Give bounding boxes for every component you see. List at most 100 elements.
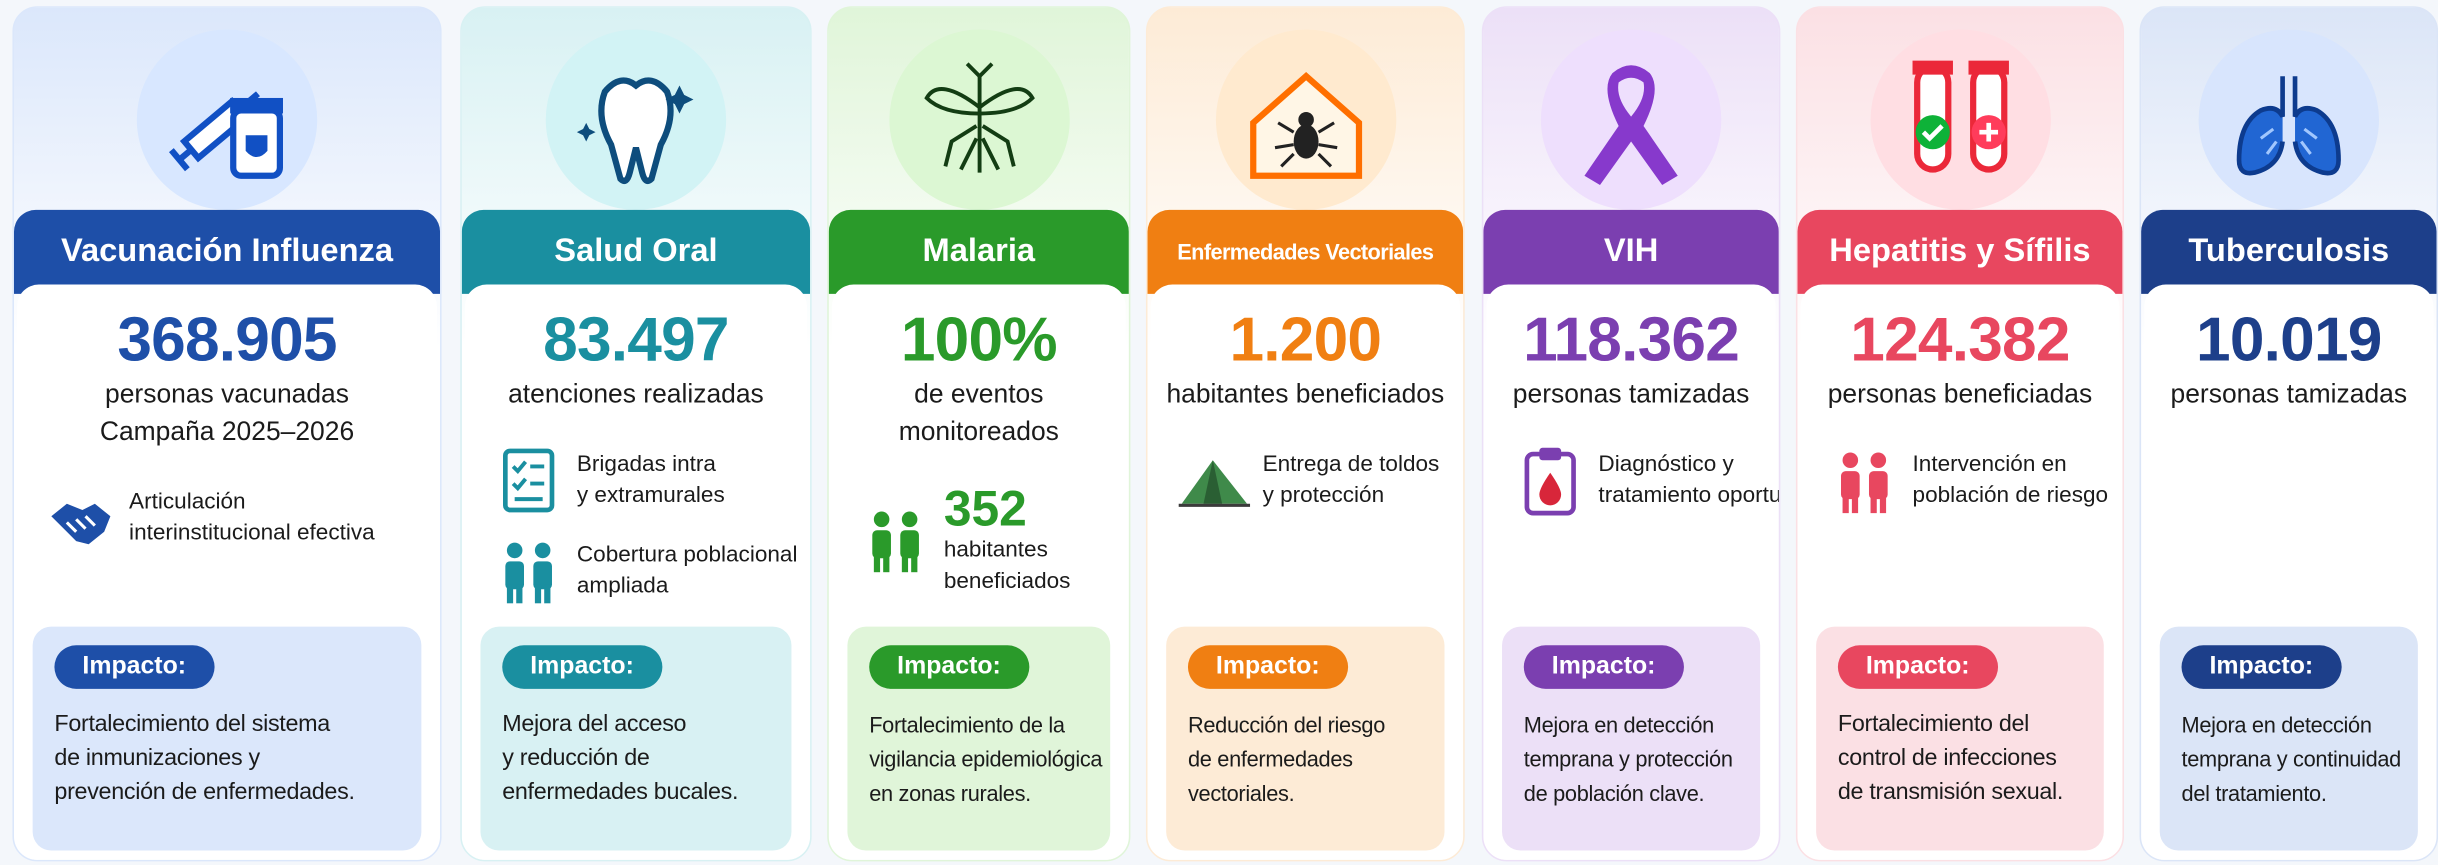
icon [1841, 452, 1888, 514]
impact-line: enfermedades bucales. [502, 779, 739, 806]
item: Diagnóstico y tratamiento oportuno [1514, 445, 1779, 517]
card: Vacunación Influenza 368.905 personas vacu… [12, 6, 442, 862]
item-line: Entrega de toldos [1262, 452, 1440, 478]
item-text: Intervención en población de riesgo [1913, 449, 2109, 511]
impact-line: Fortalecimiento de la [869, 712, 1065, 738]
impact-line: vectoriales. [1187, 780, 1295, 806]
stat: 124.382 [1850, 306, 2070, 375]
stat-label: monitoreados [898, 416, 1059, 447]
impact-line: en zonas rurales. [869, 780, 1031, 806]
item-line: Diagnóstico y [1598, 452, 1734, 478]
card: VIH 118.362 personas tamizadas Diagnóstico … [1481, 6, 1781, 862]
items: Diagnóstico y tratamiento oportuno [1514, 445, 1779, 517]
card-title: Hepatitis y Sífilis [1797, 209, 2123, 294]
impact-line: prevención de enfermedades. [54, 779, 355, 806]
impact-line: de transmisión sexual. [1837, 779, 2064, 806]
stat-label: habitantes beneficiados [1166, 379, 1445, 409]
item-text: Cobertura poblacional ampliada [577, 540, 798, 602]
item: Entrega de toldos y protección [1178, 445, 1445, 517]
icon [923, 62, 1035, 173]
impact-label: Impacto: [1523, 645, 1684, 689]
item-line: interinstitucional efectiva [129, 520, 375, 546]
impact-line: Mejora en detección [2181, 712, 2372, 738]
stat: 118.362 [1523, 306, 1740, 375]
item: Cobertura poblacional ampliada [493, 535, 797, 607]
item-text: Brigadas intra y extramurales [577, 449, 725, 511]
impact-text: Fortalecimiento del control de infeccione… [1838, 707, 2104, 810]
impact-line: Mejora en detección [1523, 712, 1714, 738]
items: Brigadas intra y extramurales Cobertura po… [493, 445, 797, 607]
stat-label: personas beneficiadas [1827, 379, 2093, 409]
impact-box: Impacto: Reducción del riesgo de enfermeda… [1166, 626, 1445, 851]
card: Tuberculosis 10.019 personas tamizadas Impa… [2139, 6, 2438, 862]
impact-text: Mejora en detección temprana y continuida… [2182, 707, 2418, 810]
impact-label: Impacto: [869, 645, 1029, 689]
impact-line: vigilancia epidemiológica [869, 746, 1103, 772]
icon [2236, 76, 2341, 176]
icon [1178, 460, 1251, 507]
items: Articulación interinstitucional efectiva [45, 482, 421, 554]
item: Articulación interinstitucional efectiva [45, 482, 421, 554]
impact-box: Impacto: Mejora del acceso y reducción de e… [480, 626, 792, 851]
impact-box: Impacto: Fortalecimiento del control de in… [1816, 626, 2104, 851]
icon-circle [2198, 29, 2379, 210]
impact-box: Impacto: Mejora en detección temprana y co… [2159, 626, 2418, 851]
impact-line: de enfermedades [1187, 746, 1353, 772]
impact-line: de inmunizaciones y [54, 744, 260, 772]
item-line: Intervención en [1912, 452, 2067, 478]
impact-box: Impacto: Mejora en detección temprana y pr… [1502, 626, 1761, 851]
impact-line: Fortalecimiento del [1837, 710, 2030, 738]
card: Salud Oral 83.497 atenciones realizadas Bri… [460, 6, 812, 862]
stat: 83.497 [543, 306, 729, 375]
item-text: 352 habitantes beneficiados [944, 482, 1071, 597]
impact-label: Impacto: [1187, 645, 1348, 689]
card-title: Vacunación Influenza [13, 209, 441, 294]
card: Malaria 100% de eventos monitoreados 352 habi… [827, 6, 1131, 862]
impact-line: Reducción del riesgo [1187, 712, 1386, 738]
item: 352 habitantes beneficiados [860, 482, 1110, 597]
item-text: Diagnóstico y tratamiento oportuno [1598, 449, 1778, 511]
icon [503, 448, 555, 513]
card-title: Malaria [828, 209, 1129, 294]
impact-label: Impacto: [502, 645, 662, 689]
item-text: Entrega de toldos y protección [1263, 449, 1440, 511]
icon [576, 77, 694, 184]
stat-label: personas vacunadas [105, 379, 349, 409]
item-line: y extramurales [576, 483, 725, 509]
impact-text: Fortalecimiento del sistema de inmunizaci… [54, 707, 421, 810]
impact-box: Impacto: Fortalecimiento del sistema de in… [32, 626, 422, 851]
item-stat: 352 [943, 480, 1027, 537]
card-title: Enfermedades Vectoriales [1147, 209, 1464, 294]
item-line: y protección [1262, 483, 1385, 509]
item-line: habitantes [943, 537, 1048, 563]
icon-circle [136, 29, 318, 210]
impact-line: y reducción de [502, 744, 650, 772]
impact-text: Mejora del acceso y reducción de enfermeda… [502, 707, 791, 810]
icon [872, 511, 919, 573]
icon [1524, 447, 1576, 516]
card-title: VIH [1483, 209, 1779, 294]
stat-label: de eventos [914, 379, 1044, 409]
card: Enfermedades Vectoriales 1.200 habitantes … [1145, 6, 1465, 862]
icon [51, 503, 111, 545]
impact-box: Impacto: Fortalecimiento de la vigilancia … [847, 626, 1111, 851]
icon-circle [888, 29, 1069, 210]
stat: 10.019 [2196, 306, 2382, 375]
items: Intervención en población de riesgo [1829, 445, 2108, 517]
item: Intervención en población de riesgo [1829, 445, 2108, 517]
impact-label: Impacto: [1837, 645, 1998, 689]
stat: 1.200 [1229, 306, 1382, 375]
impact-text: Fortalecimiento de la vigilancia epidemio… [869, 707, 1110, 810]
stat-label: personas tamizadas [1512, 379, 1750, 409]
card: Hepatitis y Sífilis 124.382 personas benef… [1795, 6, 2124, 862]
icon [1911, 60, 2009, 173]
stat: 368.905 [117, 306, 337, 375]
impact-line: Fortalecimiento del sistema [54, 710, 330, 738]
impact-line: control de infecciones [1837, 744, 2057, 772]
impact-text: Reducción del riesgo de enfermedades vecto… [1188, 707, 1445, 810]
icon-circle [1215, 29, 1396, 210]
card-title: Salud Oral [461, 209, 811, 294]
impact-line: temprana y continuidad [2181, 746, 2402, 772]
